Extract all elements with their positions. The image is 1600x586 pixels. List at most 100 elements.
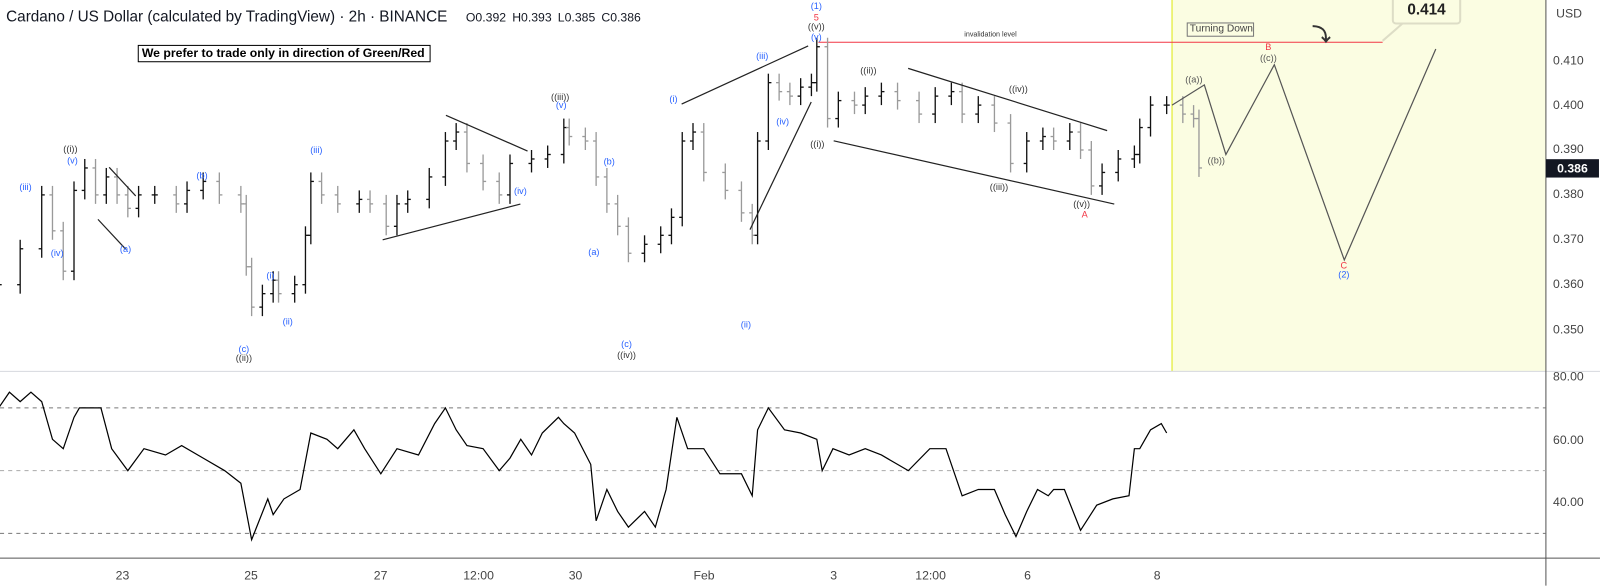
y-tick: 0.390: [1553, 141, 1584, 157]
wave-label: (c): [238, 343, 250, 355]
ohlc-bar: [183, 181, 191, 213]
ohlc-bar: [307, 172, 314, 245]
close-value: C0.386: [601, 10, 641, 25]
ohlc-bar: [932, 87, 939, 124]
ohlc-bar: [544, 145, 551, 168]
ohlc-bar: [1136, 118, 1143, 164]
wave-label: A: [1081, 209, 1088, 220]
ohlc-bar: [560, 118, 567, 164]
rsi-line: [0, 391, 1168, 542]
wave-label: 5: [813, 12, 819, 23]
wave-label: (iv): [50, 247, 64, 259]
ohlc-bar: [765, 73, 772, 150]
ohlc-bar: [603, 167, 610, 213]
wave-label: (v): [555, 99, 567, 111]
ohlc-bar: [1147, 96, 1154, 137]
ohlc-bar: [1163, 96, 1170, 115]
ohlc-bar: [334, 185, 341, 213]
ohlc-bar: [114, 167, 121, 204]
ohlc-bar: [70, 181, 78, 281]
currency-label[interactable]: USD: [1556, 6, 1582, 21]
ohlc-bar: [506, 154, 514, 204]
ohlc-bar: [625, 217, 632, 263]
wave-label: (iv): [514, 185, 527, 196]
wave-label: ((i)): [810, 138, 825, 149]
x-tick: 8: [1153, 568, 1161, 583]
wave-label: (b): [603, 156, 615, 167]
wave-label: B: [1265, 41, 1272, 53]
ohlc-bar: [200, 172, 207, 200]
y-tick: 0.360: [1553, 276, 1584, 291]
trend-line: [382, 203, 521, 241]
ohlc-bar: [135, 185, 142, 218]
ohlc-bar: [318, 172, 325, 204]
y-tick: 0.400: [1553, 97, 1584, 113]
ohlc-bar: [291, 275, 298, 303]
wave-label: (b): [196, 170, 208, 181]
x-tick: Feb: [693, 568, 715, 583]
ohlc-bar: [393, 194, 401, 236]
ohlc-bar: [259, 284, 266, 317]
ohlc-bar: [738, 181, 745, 222]
wave-label: ((a)): [1185, 74, 1203, 85]
ohlc-bar: [173, 185, 180, 213]
ohlc-bar: [582, 127, 589, 150]
ohlc-bar: [124, 185, 131, 218]
ohlc-bar: [480, 154, 487, 191]
ohlc-bar: [593, 132, 600, 186]
wave-label: ((c)): [1259, 53, 1277, 64]
ohlc-bar: [1195, 109, 1203, 177]
ohlc-bar: [679, 132, 686, 227]
wave-label: C: [1340, 260, 1348, 271]
ohlc-bar: [813, 37, 820, 92]
trend-line: [907, 67, 1108, 132]
wave-label: (a): [119, 243, 132, 255]
projection-zone: [1172, 0, 1546, 372]
ohlc-readout: O0.392 H0.393 L0.385 C0.386: [466, 10, 647, 24]
ohlc-bar: [453, 123, 460, 150]
ohlc-bar: [975, 96, 982, 124]
wave-label: (v): [67, 155, 78, 166]
ohlc-bar: [1077, 123, 1084, 159]
wave-label: ((iv)): [617, 349, 636, 361]
x-tick: 23: [115, 568, 130, 583]
ohlc-bar: [959, 82, 966, 124]
wave-label: ((i)): [63, 143, 78, 155]
ohlc-bar: [991, 96, 998, 133]
ohlc-bar: [824, 37, 831, 128]
x-tick: 6: [1024, 568, 1031, 583]
strategy-note: We prefer to trade only in direction of …: [137, 44, 431, 63]
y-tick: 0.410: [1553, 53, 1584, 68]
open-value: O0.392: [465, 10, 507, 25]
wave-label: ((iii)): [551, 91, 570, 103]
wave-label: (iii): [310, 144, 323, 156]
x-tick: 27: [373, 568, 388, 583]
low-value: L0.385: [557, 10, 596, 25]
symbol-title[interactable]: Cardano / US Dollar (calculated by Tradi…: [6, 8, 448, 26]
ohlc-bar: [722, 163, 729, 200]
wave-label: (ii): [740, 319, 752, 330]
ohlc-bar: [442, 132, 449, 186]
wave-label: (a): [588, 246, 600, 258]
projected-wave-path: [1171, 48, 1437, 262]
wave-label: ((b)): [1207, 155, 1225, 166]
ohlc-bar: [528, 149, 535, 173]
wave-label: ((v)): [1073, 198, 1091, 210]
turning-down-label: Turning Down: [1186, 22, 1255, 37]
ohlc-bar: [1039, 127, 1046, 150]
x-tick: 12:00: [463, 568, 494, 583]
ohlc-bar: [151, 185, 158, 204]
target-price-callout: 0.414: [1391, 0, 1462, 25]
y-tick: 0.380: [1553, 186, 1584, 202]
ohlc-bar: [916, 91, 923, 124]
ohlc-bar: [668, 208, 675, 245]
ohlc-bar: [776, 73, 783, 101]
ohlc-bar: [851, 91, 858, 115]
ohlc-bar: [1066, 123, 1073, 150]
ohlc-bar: [786, 82, 793, 106]
wave-label: ((iii)): [989, 181, 1009, 192]
ohlc-bar: [657, 226, 664, 254]
x-tick: 30: [568, 568, 583, 583]
